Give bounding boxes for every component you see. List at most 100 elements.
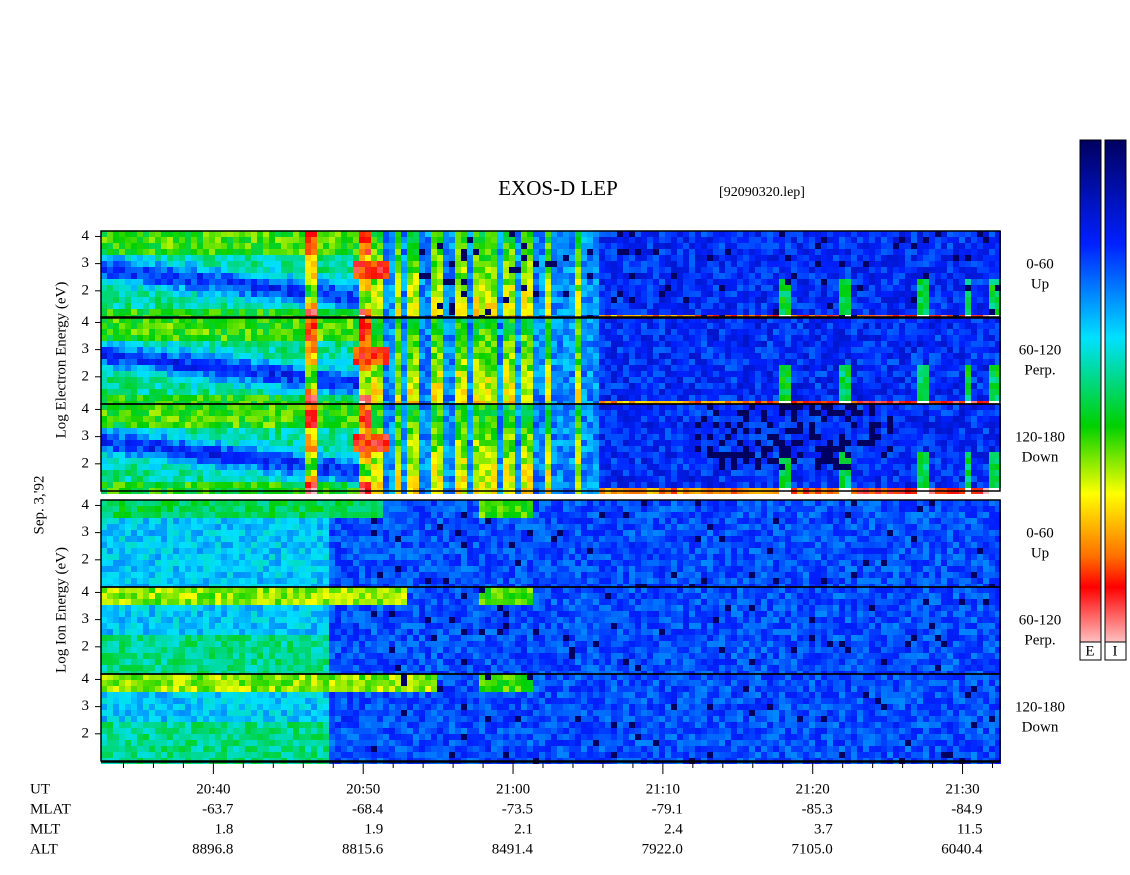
spectrogram-cell <box>731 261 737 267</box>
spectrogram-cell <box>377 335 383 341</box>
spectrogram-cell <box>611 237 617 243</box>
spectrogram-cell <box>971 261 977 267</box>
spectrogram-cell <box>149 303 155 309</box>
spectrogram-cell <box>791 371 797 377</box>
spectrogram-cell <box>311 377 317 383</box>
spectrogram-cell <box>647 249 653 255</box>
spectrogram-cell <box>149 395 155 401</box>
spectrogram-cell <box>425 279 431 285</box>
spectrogram-cell <box>311 267 317 273</box>
spectrogram-cell <box>935 285 941 291</box>
spectrogram-cell <box>755 353 761 359</box>
spectrogram-cell <box>317 285 323 291</box>
spectrogram-cell <box>473 279 479 285</box>
spectrogram-cell <box>461 353 467 359</box>
spectrogram-cell <box>803 323 809 329</box>
spectrogram-cell <box>701 329 707 335</box>
spectrogram-cell <box>635 303 641 309</box>
spectrogram-cell <box>497 255 503 261</box>
spectrogram-cell <box>119 329 125 335</box>
spectrogram-cell <box>401 285 407 291</box>
spectrogram-cell <box>455 309 461 315</box>
spectrogram-cell <box>887 237 893 243</box>
spectrogram-cell <box>113 470 119 476</box>
spectrogram-cell <box>827 303 833 309</box>
spectrogram-cell <box>335 317 341 323</box>
spectrogram-cell <box>353 341 359 347</box>
spectrogram-cell <box>611 279 617 285</box>
spectrogram-cell <box>683 273 689 279</box>
spectrogram-cell <box>203 476 209 482</box>
spectrogram-cell <box>881 389 887 395</box>
spectrogram-cell <box>953 273 959 279</box>
spectrogram-cell <box>905 377 911 383</box>
spectrogram-cell <box>161 476 167 482</box>
spectrogram-cell <box>287 309 293 315</box>
spectrogram-cell <box>293 231 299 237</box>
spectrogram-cell <box>389 323 395 329</box>
spectrogram-cell <box>749 237 755 243</box>
spectrogram-cell <box>593 395 599 401</box>
spectrogram-cell <box>641 395 647 401</box>
spectrogram-cell <box>233 329 239 335</box>
spectrogram-cell <box>857 377 863 383</box>
spectrogram-cell <box>143 261 149 267</box>
spectrogram-cell <box>185 237 191 243</box>
spectrogram-cell <box>803 389 809 395</box>
spectrogram-cell <box>623 279 629 285</box>
spectrogram-cell <box>791 255 797 261</box>
spectrogram-cell <box>563 267 569 273</box>
spectrogram-cell <box>137 440 143 446</box>
spectrogram-cell <box>491 359 497 365</box>
spectrogram-cell <box>839 329 845 335</box>
spectrogram-cell <box>581 303 587 309</box>
spectrogram-cell <box>491 365 497 371</box>
spectrogram-cell <box>509 377 515 383</box>
spectrogram-cell <box>749 297 755 303</box>
spectrogram-cell <box>503 255 509 261</box>
spectrogram-cell <box>587 383 593 389</box>
spectrogram-cell <box>149 243 155 249</box>
spectrogram-cell <box>761 261 767 267</box>
spectrogram-cell <box>983 255 989 261</box>
spectrogram-cell <box>113 422 119 428</box>
spectrogram-cell <box>497 329 503 335</box>
spectrogram-cell <box>683 347 689 353</box>
spectrogram-cell <box>449 255 455 261</box>
spectrogram-cell <box>887 377 893 383</box>
spectrogram-cell <box>107 434 113 440</box>
spectrogram-cell <box>293 249 299 255</box>
spectrogram-cell <box>689 267 695 273</box>
spectrogram-cell <box>107 285 113 291</box>
spectrogram-cell <box>983 237 989 243</box>
spectrogram-cell <box>173 377 179 383</box>
spectrogram-cell <box>413 317 419 323</box>
spectrogram-cell <box>533 303 539 309</box>
spectrogram-cell <box>305 261 311 267</box>
spectrogram-cell <box>305 237 311 243</box>
spectrogram-cell <box>443 243 449 249</box>
spectrogram-cell <box>953 323 959 329</box>
spectrogram-cell <box>731 279 737 285</box>
spectrogram-cell <box>947 395 953 401</box>
spectrogram-cell <box>671 347 677 353</box>
spectrogram-cell <box>509 231 515 237</box>
spectrogram-cell <box>509 389 515 395</box>
spectrogram-cell <box>269 249 275 255</box>
spectrogram-cell <box>833 335 839 341</box>
spectrogram-cell <box>611 317 617 323</box>
spectrogram-cell <box>269 434 275 440</box>
spectrogram-cell <box>383 389 389 395</box>
spectrogram-cell <box>263 285 269 291</box>
spectrogram-cell <box>335 341 341 347</box>
spectrogram-cell <box>611 303 617 309</box>
spectrogram-cell <box>575 309 581 315</box>
spectrogram-cell <box>797 303 803 309</box>
spectrogram-cell <box>203 237 209 243</box>
spectrogram-cell <box>713 323 719 329</box>
spectrogram-cell <box>731 309 737 315</box>
spectrogram-cell <box>779 297 785 303</box>
spectrogram-cell <box>251 359 257 365</box>
spectrogram-cell <box>365 377 371 383</box>
spectrogram-cell <box>365 267 371 273</box>
